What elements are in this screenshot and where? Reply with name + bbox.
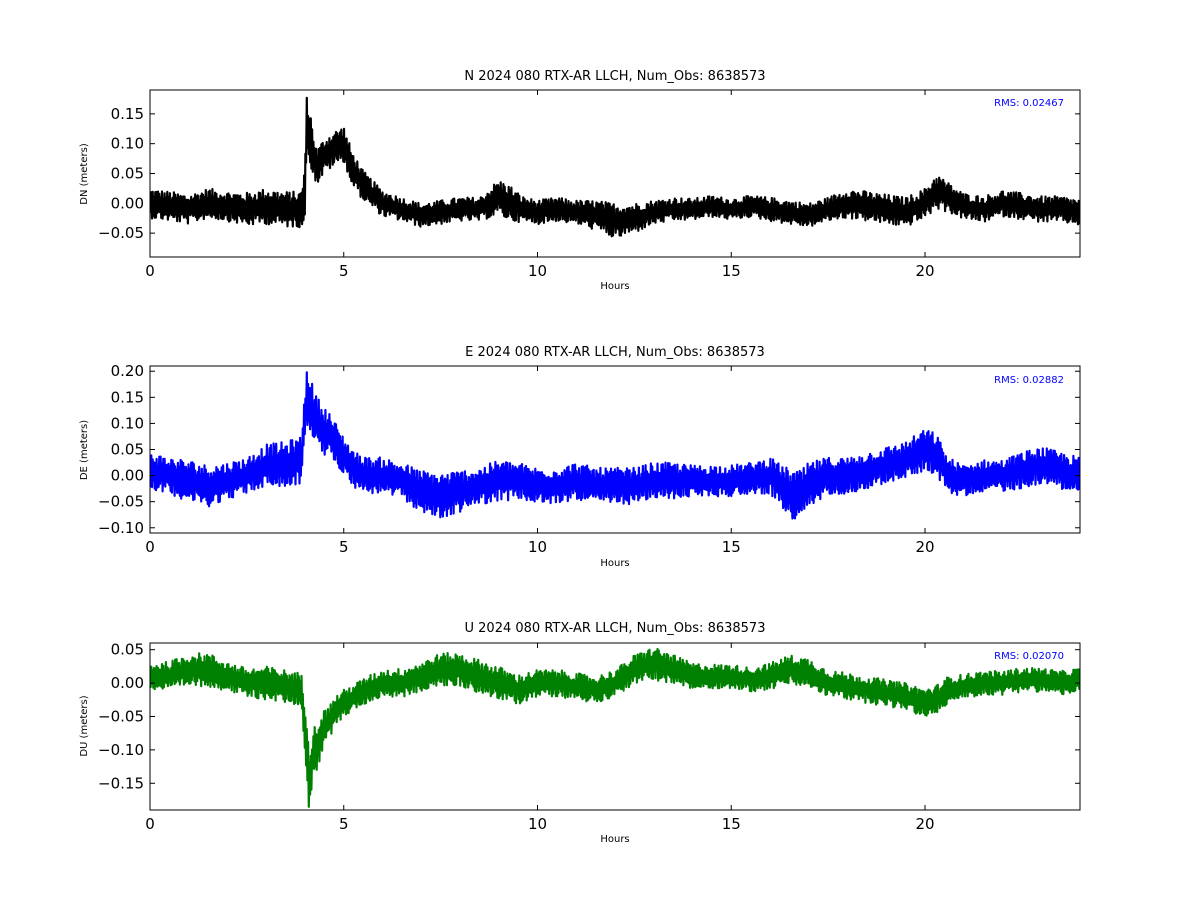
y-tick-label: −0.05 <box>98 493 144 511</box>
y-axis-label: DE (meters) <box>79 420 90 480</box>
x-tick-label: 0 <box>145 815 155 833</box>
y-tick-label: 0.20 <box>111 362 144 380</box>
x-tick-label: 5 <box>339 815 349 833</box>
y-tick-label: 0.15 <box>111 388 144 406</box>
rms-label: RMS: 0.02467 <box>994 98 1064 109</box>
y-tick-label: 0.00 <box>111 194 144 212</box>
x-tick-label: 20 <box>915 262 934 280</box>
x-tick-label: 0 <box>145 262 155 280</box>
rms-label: RMS: 0.02882 <box>994 375 1064 386</box>
series-line <box>150 647 1080 808</box>
chart-panel-east: E 2024 080 RTX-AR LLCH, Num_Obs: 8638573… <box>79 345 1081 569</box>
x-tick-label: 15 <box>722 538 741 556</box>
y-tick-label: −0.10 <box>98 741 144 759</box>
y-tick-label: 0.00 <box>111 674 144 692</box>
chart-panel-up: U 2024 080 RTX-AR LLCH, Num_Obs: 8638573… <box>79 621 1081 845</box>
y-axis-label: DN (meters) <box>79 143 90 205</box>
x-tick-label: 20 <box>915 815 934 833</box>
series-line <box>150 371 1080 520</box>
y-tick-label: −0.15 <box>98 774 144 792</box>
axes-frame <box>149 642 1081 811</box>
series-line <box>150 96 1080 238</box>
y-tick-label: −0.10 <box>98 519 144 537</box>
y-tick-label: −0.05 <box>98 224 144 242</box>
y-tick-label: 0.05 <box>111 165 144 183</box>
x-axis-label: Hours <box>600 834 629 845</box>
y-tick-label: 0.15 <box>111 105 144 123</box>
chart-title: N 2024 080 RTX-AR LLCH, Num_Obs: 8638573 <box>464 69 765 84</box>
y-tick-label: 0.10 <box>111 414 144 432</box>
x-tick-label: 10 <box>528 815 547 833</box>
x-tick-label: 5 <box>339 262 349 280</box>
y-tick-label: 0.10 <box>111 135 144 153</box>
x-tick-label: 10 <box>528 538 547 556</box>
x-tick-label: 20 <box>915 538 934 556</box>
x-tick-label: 5 <box>339 538 349 556</box>
y-tick-label: 0.05 <box>111 441 144 459</box>
chart-panel-north: N 2024 080 RTX-AR LLCH, Num_Obs: 8638573… <box>79 69 1081 292</box>
chart-title: U 2024 080 RTX-AR LLCH, Num_Obs: 8638573 <box>465 621 766 636</box>
x-axis-label: Hours <box>600 281 629 292</box>
y-tick-label: 0.05 <box>111 641 144 659</box>
x-axis-label: Hours <box>600 558 629 569</box>
y-tick-label: 0.00 <box>111 467 144 485</box>
rms-label: RMS: 0.02070 <box>994 651 1064 662</box>
chart-title: E 2024 080 RTX-AR LLCH, Num_Obs: 8638573 <box>465 345 765 360</box>
y-axis-label: DU (meters) <box>79 695 90 756</box>
x-tick-label: 10 <box>528 262 547 280</box>
y-tick-label: −0.05 <box>98 707 144 725</box>
x-tick-label: 15 <box>722 262 741 280</box>
x-tick-label: 15 <box>722 815 741 833</box>
x-tick-label: 0 <box>145 538 155 556</box>
